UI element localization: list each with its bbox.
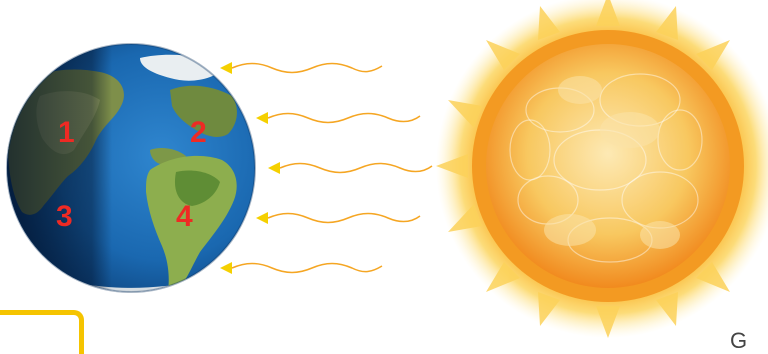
sunlight-ray-3 [268,162,433,174]
marker-1: 1 [58,116,75,149]
sunlight-rays [220,62,433,274]
sun [436,0,768,338]
sunlight-ray-2 [256,112,421,124]
marker-3: 3 [56,200,73,233]
sunlight-ray-5 [220,262,383,274]
sunlight-ray-4 [256,212,421,224]
marker-2: 2 [190,116,207,149]
earth-globe [6,43,256,293]
sunlight-ray-1 [220,62,383,74]
corner-text: G [730,328,748,353]
yellow-frame-corner [0,310,84,354]
marker-4: 4 [176,200,193,233]
